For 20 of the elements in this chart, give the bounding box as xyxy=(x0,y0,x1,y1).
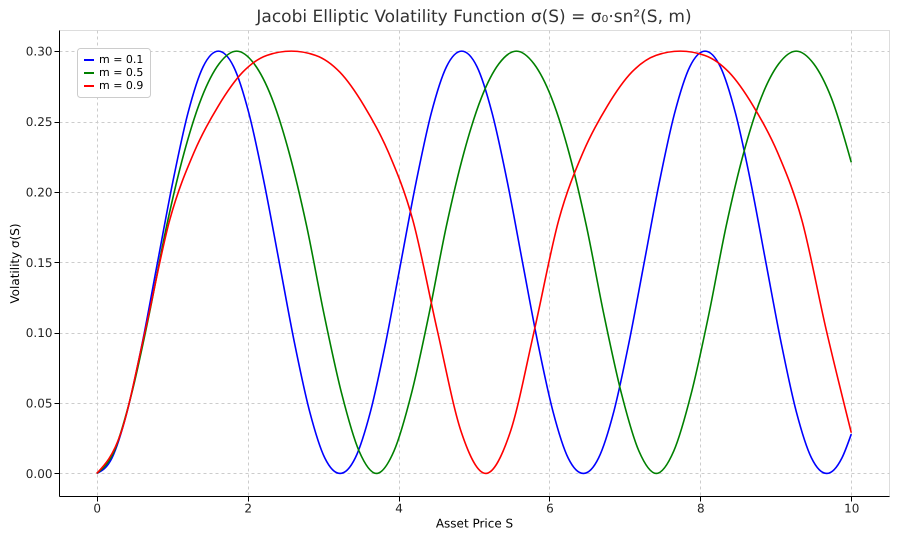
legend-label: m = 0.1 xyxy=(99,53,144,66)
x-tick-label: 6 xyxy=(546,502,554,516)
x-tick-label: 0 xyxy=(93,502,102,516)
y-axis-title: Volatility σ(S) xyxy=(8,223,22,304)
line-series xyxy=(96,50,852,474)
x-axis-title: Asset Price S xyxy=(436,516,514,530)
y-tick-label: 0.15 xyxy=(26,256,52,270)
y-tick-label: 0.20 xyxy=(26,185,52,200)
legend-label: m = 0.5 xyxy=(99,66,144,79)
x-tick-label: 10 xyxy=(844,502,860,516)
y-tick-label: 0.05 xyxy=(26,396,52,411)
x-tick-label: 8 xyxy=(697,502,705,516)
y-tick-label: 0.00 xyxy=(26,466,52,481)
y-tick-label: 0.10 xyxy=(26,326,52,340)
legend-label: m = 0.9 xyxy=(99,79,144,92)
x-tick-label: 2 xyxy=(244,502,252,516)
x-tick-label: 4 xyxy=(395,502,403,516)
y-tick-label: 0.30 xyxy=(26,44,52,59)
y-tick-label: 0.25 xyxy=(26,115,52,130)
chart-title: Jacobi Elliptic Volatility Function σ(S) = σ₀·sn²(S, m) xyxy=(255,7,692,27)
